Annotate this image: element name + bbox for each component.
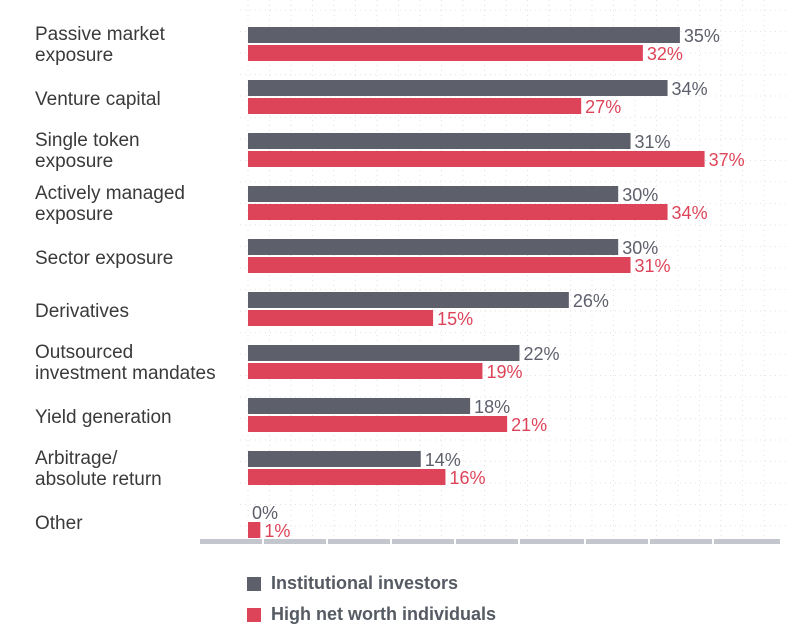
bar-hnw	[248, 151, 705, 167]
axis-segment	[200, 539, 262, 544]
category-label: Passive market exposure	[35, 24, 166, 66]
value-label-institutional: 30%	[622, 238, 658, 258]
value-labels: 35%32%34%27%31%37%30%34%30%31%26%15%22%1…	[252, 26, 745, 541]
legend-label-institutional: Institutional investors	[271, 573, 459, 593]
axis-segment	[456, 539, 518, 544]
value-label-hnw: 19%	[486, 362, 522, 382]
axis-segment	[328, 539, 390, 544]
value-label-hnw: 1%	[264, 521, 290, 541]
bar-hnw	[248, 204, 668, 220]
value-label-hnw: 21%	[511, 415, 547, 435]
value-label-institutional: 31%	[635, 132, 671, 152]
bar-institutional	[248, 239, 619, 255]
category-label: Sector exposure	[35, 248, 173, 269]
axis-segment	[520, 539, 584, 544]
x-axis	[200, 539, 780, 544]
category-label: Other	[35, 513, 83, 534]
bar-hnw	[248, 416, 508, 432]
bar-institutional	[248, 80, 668, 96]
value-label-institutional: 18%	[474, 397, 510, 417]
value-label-institutional: 30%	[622, 185, 658, 205]
legend-swatch-hnw	[247, 607, 261, 622]
value-label-hnw: 16%	[449, 468, 485, 488]
value-label-hnw: 15%	[437, 309, 473, 329]
category-label: Yield generation	[35, 407, 172, 428]
axis-segment	[650, 539, 712, 544]
legend-item-hnw: High net worth individuals	[247, 599, 496, 630]
category-label: Actively managed exposure	[35, 183, 185, 225]
legend-label-hnw: High net worth individuals	[271, 604, 496, 624]
legend: Institutional investors High net worth i…	[247, 568, 496, 630]
value-label-hnw: 27%	[585, 97, 621, 117]
bars	[248, 27, 705, 538]
legend-swatch-institutional	[247, 576, 261, 591]
value-label-hnw: 31%	[635, 256, 671, 276]
legend-item-institutional: Institutional investors	[247, 568, 496, 599]
category-label: Arbitrage/absolute return	[35, 448, 162, 490]
value-label-institutional: 0%	[252, 503, 278, 523]
value-label-hnw: 32%	[647, 44, 683, 64]
value-label-institutional: 22%	[523, 344, 559, 364]
axis-segment	[586, 539, 648, 544]
bar-hnw	[248, 469, 446, 485]
bar-institutional	[248, 27, 680, 43]
bar-hnw	[248, 257, 631, 273]
bar-hnw	[248, 522, 261, 538]
axis-segment	[264, 539, 326, 544]
bar-hnw	[248, 98, 582, 114]
bar-hnw	[248, 363, 483, 379]
category-label: Derivatives	[35, 301, 129, 322]
value-label-hnw: 34%	[672, 203, 708, 223]
category-label: Venture capital	[35, 89, 161, 110]
bar-institutional	[248, 345, 520, 361]
axis-segment	[714, 539, 780, 544]
bar-institutional	[248, 133, 631, 149]
bar-institutional	[248, 292, 569, 308]
bar-institutional	[248, 451, 421, 467]
bar-hnw	[248, 310, 434, 326]
bar-hnw	[248, 45, 643, 61]
value-label-institutional: 35%	[684, 26, 720, 46]
value-label-institutional: 26%	[573, 291, 609, 311]
axis-segment	[392, 539, 454, 544]
value-label-institutional: 34%	[672, 79, 708, 99]
bar-institutional	[248, 398, 471, 414]
bar-institutional	[248, 186, 619, 202]
value-label-institutional: 14%	[425, 450, 461, 470]
category-labels: Passive market exposure Venture capital Sin…	[35, 24, 216, 534]
category-label: Single token exposure	[35, 130, 140, 172]
category-label: Outsourced investment mandates	[35, 342, 216, 384]
value-label-hnw: 37%	[709, 150, 745, 170]
